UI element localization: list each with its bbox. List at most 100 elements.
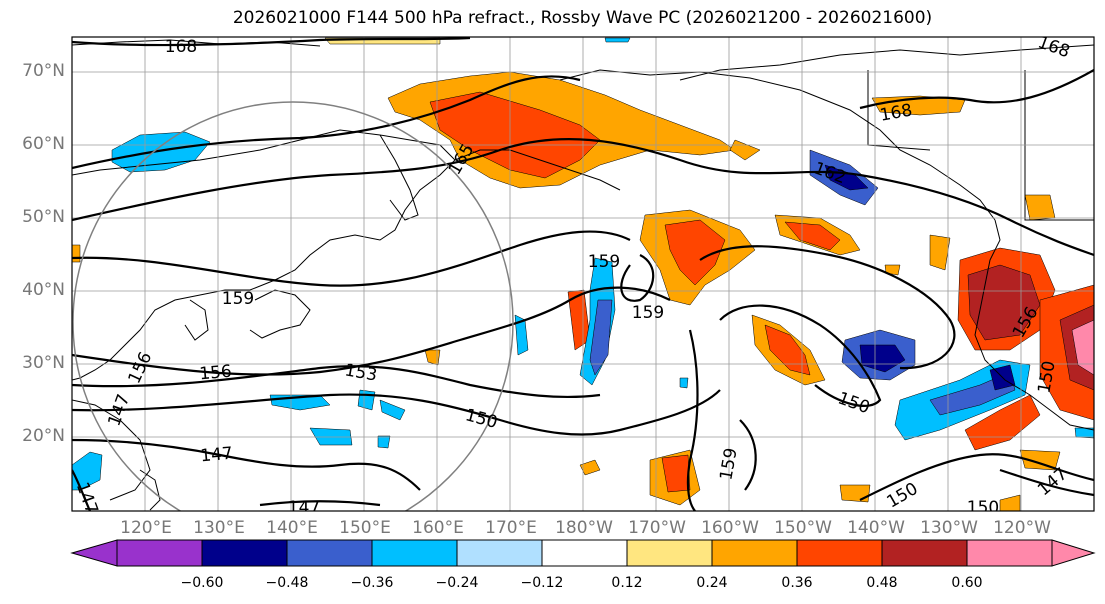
shade-misc-7 <box>424 349 441 366</box>
map-panel: 168 168 168 165 162 159 159 159 159 156 … <box>72 37 1094 518</box>
contour-label: 159 <box>632 303 664 323</box>
shade-mid-red <box>764 324 811 376</box>
lon-label: 140°W <box>847 518 905 538</box>
shade-neg-small-7 <box>604 37 631 43</box>
contour-label: 150 <box>967 498 999 518</box>
lat-label: 60°N <box>22 134 65 154</box>
contours <box>72 37 1094 511</box>
lat-label: 70°N <box>22 61 65 81</box>
gridlines <box>72 37 1094 511</box>
colorbar-segment <box>541 539 628 567</box>
contour-label: 147 <box>200 444 234 467</box>
lon-label: 140°E <box>266 518 318 538</box>
lon-label: 160°W <box>701 518 759 538</box>
shade-misc-6 <box>579 459 601 476</box>
shade-misc-5 <box>1019 449 1061 471</box>
colorbar-segment <box>796 539 883 567</box>
shade-misc-9 <box>72 244 81 263</box>
lon-label: 130°W <box>920 518 978 538</box>
contour-147-c <box>999 468 1094 497</box>
contour-156 <box>72 286 671 376</box>
lon-label: 180°W <box>555 518 613 538</box>
contour-150-a <box>72 389 721 436</box>
colorbar-segment <box>711 539 798 567</box>
colorbar-tick-label: 0.24 <box>696 575 728 591</box>
coast-alaska <box>559 69 996 221</box>
colorbar-segment <box>286 539 373 567</box>
shade-misc-3 <box>929 234 951 271</box>
colorbar-tick-label: −0.24 <box>435 575 479 591</box>
colorbar-tick-label: −0.36 <box>350 575 394 591</box>
shade-dark-inner <box>967 264 1041 341</box>
shade-neg-small-2 <box>309 427 353 446</box>
shade-neg-small-4 <box>514 314 529 356</box>
colorbar-tick-label: 0.60 <box>951 575 983 591</box>
shade-alaska-red <box>429 91 601 179</box>
colorbar-tick-label: −0.60 <box>180 575 224 591</box>
colorbar-segment <box>966 539 1053 567</box>
colorbar-segment <box>201 539 288 567</box>
colorbar-tick-label: 0.36 <box>781 575 813 591</box>
contour-label: 147 <box>288 498 320 518</box>
contour-150-c <box>859 453 1094 501</box>
colorbar <box>70 539 1096 567</box>
lon-label: 150°W <box>774 518 832 538</box>
contour-159-c <box>699 245 956 370</box>
contour-168-west <box>72 37 471 47</box>
map-frame <box>71 36 1095 512</box>
coast-north-america <box>974 219 1094 431</box>
shade-neg-small-5 <box>377 435 391 449</box>
shade-neg-small-6 <box>379 399 406 421</box>
coast-china-south <box>72 399 151 501</box>
colorbar-segment <box>626 539 713 567</box>
contour-147-b <box>259 500 381 507</box>
contour-147-d <box>72 469 92 511</box>
shading-negative <box>72 37 1094 491</box>
contour-label: 159 <box>588 252 620 272</box>
colorbar-segment <box>881 539 968 567</box>
contour-159-a <box>72 230 631 287</box>
shade-neg-small-8 <box>1074 427 1094 439</box>
lat-label: 20°N <box>22 426 65 446</box>
colorbar-segment <box>116 539 203 567</box>
shade-misc-10 <box>884 264 901 276</box>
contour-147-a <box>72 438 421 491</box>
shade-misc-2 <box>1024 194 1056 221</box>
lon-label: 170°E <box>485 518 537 538</box>
shade-misc-11 <box>999 494 1021 511</box>
coast-kamchatka <box>379 134 419 221</box>
coast-philippines <box>139 469 161 511</box>
contour-label: 168 <box>165 37 197 57</box>
lon-label: 170°W <box>628 518 686 538</box>
contour-153 <box>72 365 601 399</box>
shade-east-red <box>784 221 841 251</box>
shade-neg-east-core <box>859 344 906 373</box>
lat-label: 40°N <box>22 280 65 300</box>
contour-label: 159 <box>222 289 254 309</box>
contour-168-east <box>859 69 1094 110</box>
contour-162 <box>72 138 1094 257</box>
colorbar-segment <box>371 539 458 567</box>
colorbar-tick-label: −0.48 <box>265 575 309 591</box>
colorbar-extend-low <box>70 539 118 567</box>
contour-165 <box>72 75 581 170</box>
lat-label: 30°N <box>22 353 65 373</box>
lon-label: 120°W <box>993 518 1051 538</box>
shade-neg-sw <box>72 451 103 491</box>
shade-misc-4 <box>839 484 871 503</box>
contour-150-b <box>719 304 882 407</box>
shade-central-red <box>664 219 726 286</box>
colorbar-extend-high <box>1051 539 1096 567</box>
map-title: 2026021000 F144 500 hPa refract., Rossby… <box>232 8 933 28</box>
shade-neg-central-2 <box>589 299 613 376</box>
lon-label: 160°E <box>412 518 464 538</box>
contour-159-d <box>686 329 699 511</box>
colorbar-segment <box>456 539 543 567</box>
lon-label: 120°E <box>120 518 172 538</box>
colorbar-tick-label: 0.12 <box>611 575 643 591</box>
lon-label: 150°E <box>339 518 391 538</box>
lon-label: 130°E <box>193 518 245 538</box>
contour-label: 156 <box>199 362 233 385</box>
colorbar-tick-label: 0.48 <box>866 575 898 591</box>
